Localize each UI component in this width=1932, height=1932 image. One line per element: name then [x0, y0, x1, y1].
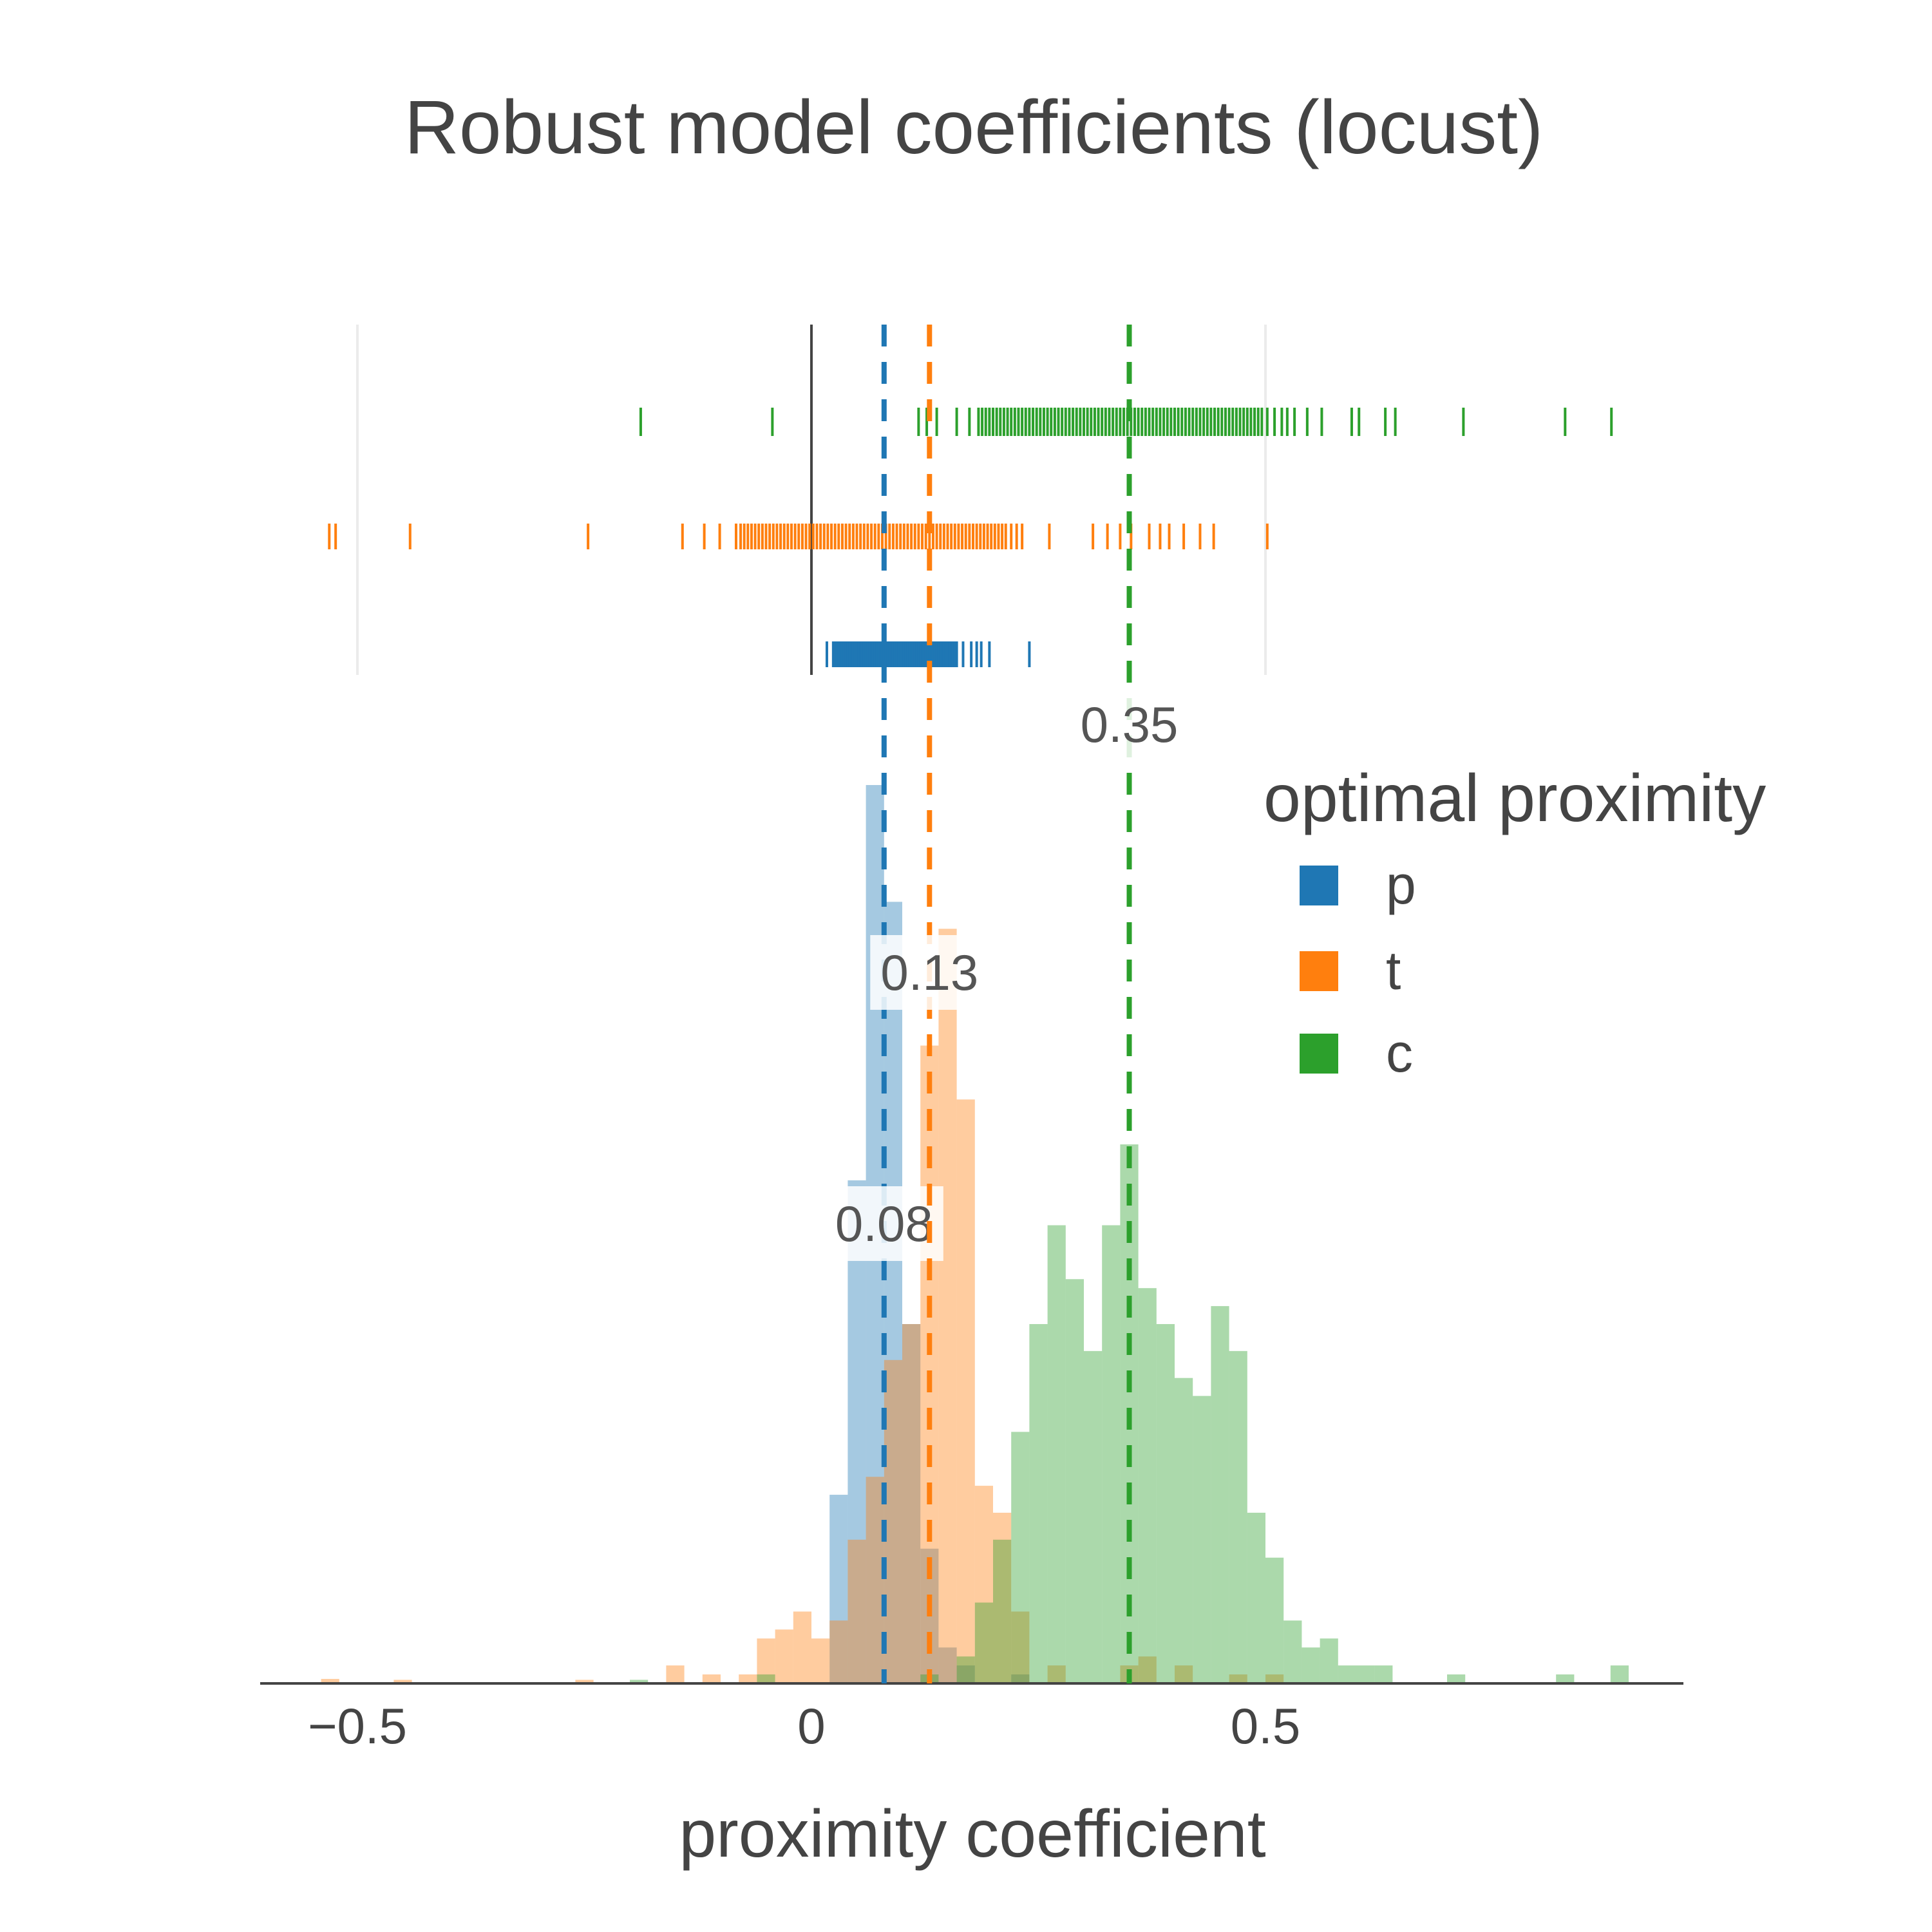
histogram-bar-c: [1374, 1665, 1393, 1683]
histogram-bar-t: [1011, 1611, 1030, 1683]
histogram-bar-t: [575, 1680, 594, 1683]
histogram-bar-c: [1047, 1225, 1066, 1683]
histogram-bar-c: [1102, 1225, 1121, 1683]
histogram-bar-c: [1320, 1638, 1338, 1683]
median-label-p: 0.08: [835, 1195, 933, 1252]
median-label-box-p: [824, 1186, 943, 1261]
histogram-bar-c: [974, 1602, 993, 1683]
histogram-bar-t: [993, 1512, 1012, 1683]
histogram-bar-c: [993, 1539, 1012, 1683]
histogram-bar-t: [938, 929, 957, 1683]
histogram-bar-p: [938, 1647, 957, 1683]
histogram-bar-c: [1065, 1279, 1084, 1683]
histogram-bar-t: [757, 1638, 775, 1683]
histogram-bar-c: [1175, 1378, 1193, 1683]
histogram-bar-t: [956, 1099, 975, 1683]
histogram-bar-t: [866, 1477, 884, 1683]
legend-swatch-p: [1300, 866, 1338, 905]
legend-swatch-c: [1300, 1034, 1338, 1074]
histogram-bar-t: [811, 1638, 830, 1683]
histogram-bar-t: [974, 1486, 993, 1683]
histogram-bar-p: [902, 1324, 921, 1683]
histogram-bar-c: [1247, 1512, 1265, 1683]
histogram-bar-t: [739, 1674, 757, 1683]
histogram-bar-c: [1029, 1324, 1048, 1683]
histogram-bar-t: [920, 1045, 939, 1683]
histogram-bar-c: [956, 1656, 975, 1683]
x-axis-label: proximity coefficient: [679, 1797, 1265, 1871]
histogram-bar-c: [630, 1680, 649, 1683]
histogram-bar-p: [848, 1180, 866, 1683]
histogram-bar-c: [1229, 1350, 1247, 1683]
histogram-bar-p: [956, 1665, 975, 1683]
histogram-bar-c: [1447, 1674, 1466, 1683]
histogram-bar-t: [1047, 1665, 1066, 1683]
histogram-bar-t: [666, 1665, 685, 1683]
histogram-bar-c: [1610, 1665, 1629, 1683]
chart-title: Robust model coefficients (locust): [404, 85, 1544, 170]
histogram-bar-p: [829, 1495, 848, 1683]
histogram-bar-t: [1229, 1674, 1247, 1683]
legend-label-t: t: [1386, 940, 1401, 1001]
x-tick-label: 0.5: [1231, 1698, 1300, 1754]
histogram-bar-c: [1283, 1620, 1302, 1683]
histogram-bar-t: [848, 1539, 866, 1683]
histogram-bar-c: [1338, 1665, 1356, 1683]
median-label-box-t: [870, 935, 989, 1010]
histogram-bar-t: [393, 1680, 412, 1683]
legend-label-p: p: [1386, 855, 1416, 915]
histogram-bar-t: [1175, 1665, 1193, 1683]
histogram-bar-c: [757, 1674, 775, 1683]
histogram-bar-p: [884, 902, 902, 1683]
median-label-t: 0.13: [880, 944, 978, 1001]
x-tick-label: −0.5: [308, 1698, 407, 1754]
x-axis-ticks: −0.5 0 0.5: [308, 1698, 1300, 1754]
histogram-bar-t: [1138, 1656, 1157, 1683]
histogram-bar-t: [702, 1674, 721, 1683]
histogram-bar-c: [1556, 1674, 1575, 1683]
histogram-bar-c: [1011, 1432, 1030, 1683]
histogram-bar-t: [1265, 1674, 1284, 1683]
histogram-c: [630, 1144, 1629, 1683]
histogram-bar-c: [1084, 1350, 1103, 1683]
histogram-bar-c: [1156, 1324, 1175, 1683]
histogram-bar-t: [829, 1620, 848, 1683]
histogram-t: [321, 929, 1284, 1683]
rug-c: [639, 408, 1613, 436]
histogram-bar-t: [321, 1679, 339, 1683]
histogram-bar-p: [1011, 1674, 1030, 1683]
legend-swatch-t: [1300, 951, 1338, 991]
histogram-bar-c: [1356, 1665, 1375, 1683]
legend-title: optimal proximity: [1264, 761, 1766, 836]
median-lines: 0.08 0.13 0.35: [824, 325, 1189, 1683]
histogram-bar-c: [1265, 1557, 1284, 1683]
median-label-box-c: [1070, 687, 1189, 762]
histogram-bar-t: [902, 1324, 921, 1683]
legend: optimal proximity ptc: [1264, 761, 1766, 1083]
histogram-bar-t: [793, 1611, 811, 1683]
rug-p: [825, 641, 1031, 667]
histogram-bar-c: [1302, 1647, 1320, 1683]
legend-label-c: c: [1386, 1023, 1413, 1083]
histogram-bar-t: [775, 1629, 793, 1683]
rug-plot: [328, 408, 1613, 667]
legend-items: ptc: [1300, 855, 1416, 1083]
histogram-bar-c: [1211, 1306, 1229, 1683]
median-label-c: 0.35: [1081, 696, 1179, 753]
histogram-bar-c: [1193, 1396, 1211, 1683]
histogram-bar-t: [884, 1359, 902, 1683]
x-tick-label: 0: [797, 1698, 825, 1754]
histogram-bar-c: [1138, 1288, 1157, 1683]
rug-gridlines: [356, 325, 1267, 675]
